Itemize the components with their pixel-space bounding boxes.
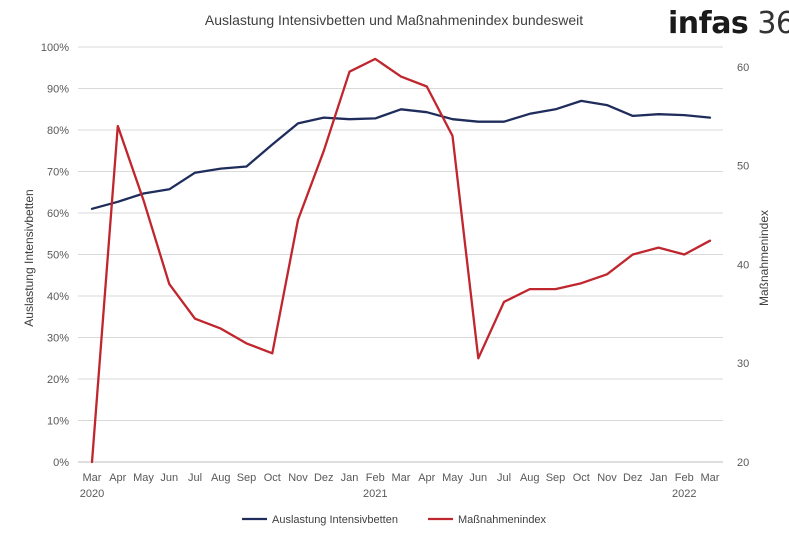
x-tick-label: Mar (83, 472, 102, 484)
left-tick-label: 60% (47, 208, 69, 220)
right-tick-label: 60 (737, 62, 749, 74)
left-tick-label: 30% (47, 333, 69, 345)
left-tick-label: 80% (47, 125, 69, 137)
logo-thin-text: 360 (757, 6, 789, 41)
legend-label: Maßnahmenindex (458, 514, 547, 526)
x-tick-label: Jun (469, 472, 487, 484)
x-tick-label: Jan (341, 472, 359, 484)
x-tick-label: Jul (497, 472, 511, 484)
chart-title: Auslastung Intensivbetten und Maßnahmeni… (205, 12, 583, 28)
gridlines (78, 46, 723, 463)
x-tick-label: Nov (597, 472, 617, 484)
series-lines (90, 57, 712, 464)
x-tick-label: Dez (623, 472, 643, 484)
x-tick-label: Mar (701, 472, 720, 484)
logo-bold-text: infas (668, 6, 749, 41)
left-axis-title: Auslastung Intensivbetten (22, 189, 36, 326)
right-tick-label: 50 (737, 161, 749, 173)
right-tick-label: 40 (737, 259, 749, 271)
legend-label: Auslastung Intensivbetten (272, 514, 398, 526)
left-tick-label: 40% (47, 291, 69, 303)
x-tick-label: Jan (650, 472, 668, 484)
x-year-label: 2022 (672, 488, 696, 500)
left-tick-label: 90% (47, 84, 69, 96)
left-tick-label: 0% (53, 457, 69, 469)
x-year-label: 2020 (80, 488, 104, 500)
left-tick-label: 10% (47, 416, 69, 428)
x-axis-ticks: Mar Apr May Jun Jul Aug Sep Oct Nov Dez Jan Feb Mar A… (80, 472, 720, 500)
left-tick-label: 50% (47, 250, 69, 262)
x-tick-label: Feb (366, 472, 385, 484)
x-tick-label: Oct (264, 472, 281, 484)
left-tick-label: 70% (47, 167, 69, 179)
right-axis-title: Maßnahmenindex (757, 210, 771, 306)
x-tick-label: Sep (546, 472, 566, 484)
left-tick-label: 20% (47, 374, 69, 386)
left-tick-label: 100% (41, 42, 69, 54)
left-axis-ticks: 0% 10% 20% 30% 40% 50% 60% 70% 80% 90% 100% (41, 42, 69, 469)
right-axis-ticks: 20 30 40 50 60 (737, 62, 749, 469)
legend: Auslastung Intensivbetten Maßnahmenindex (242, 514, 547, 526)
x-tick-label: Aug (520, 472, 540, 484)
x-tick-label: Oct (573, 472, 590, 484)
x-tick-label: Apr (109, 472, 126, 484)
x-tick-label: Feb (675, 472, 694, 484)
x-tick-label: Nov (288, 472, 308, 484)
x-year-label: 2021 (363, 488, 387, 500)
series-line (90, 57, 712, 464)
series-line (90, 99, 712, 210)
x-tick-label: Apr (418, 472, 435, 484)
x-tick-label: May (133, 472, 154, 484)
x-tick-label: Aug (211, 472, 231, 484)
right-tick-label: 20 (737, 457, 749, 469)
x-tick-label: Dez (314, 472, 334, 484)
x-tick-label: Jul (188, 472, 202, 484)
x-tick-label: Sep (237, 472, 257, 484)
right-tick-label: 30 (737, 358, 749, 370)
infas-logo: infas 360 (668, 4, 789, 44)
x-tick-label: May (442, 472, 463, 484)
x-tick-label: Jun (160, 472, 178, 484)
x-tick-label: Mar (392, 472, 411, 484)
